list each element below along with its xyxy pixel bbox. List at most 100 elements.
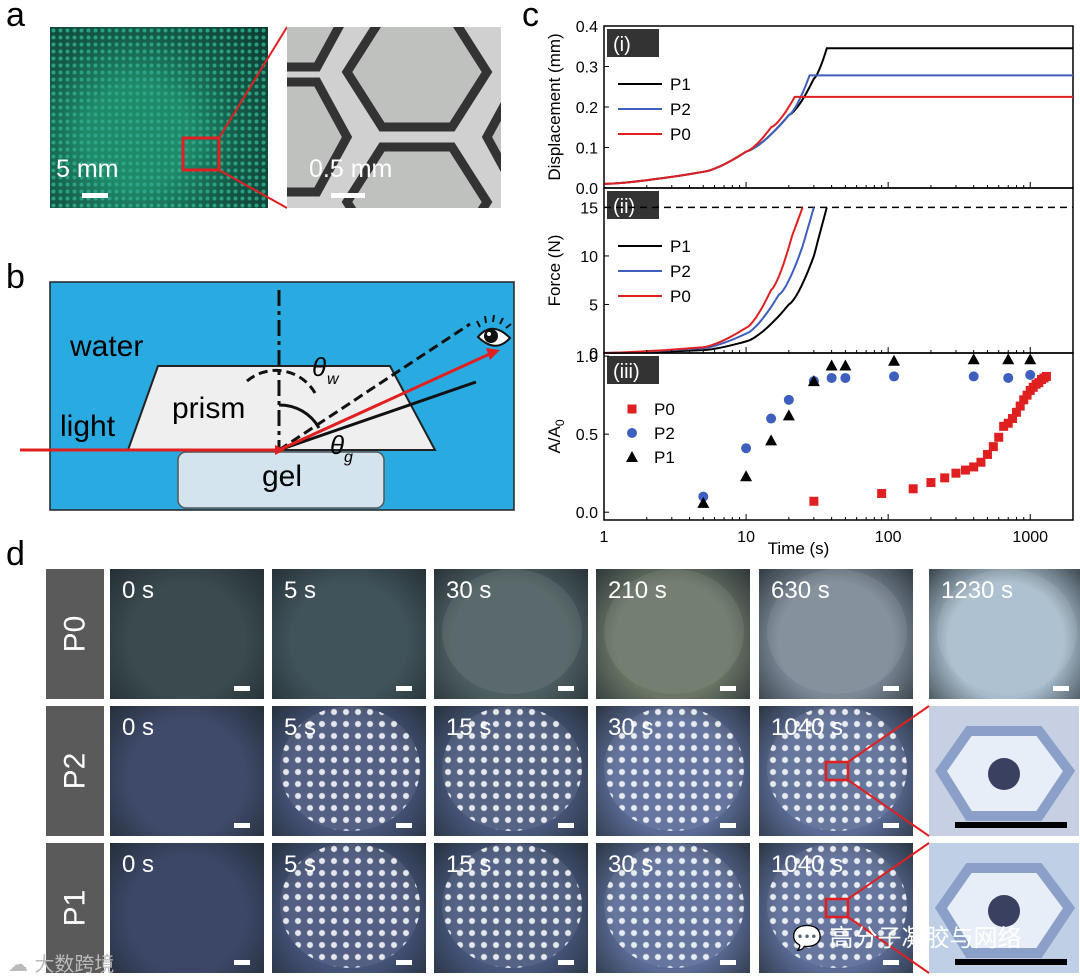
panel-c-charts: (i) 0.0 0.1 0.2 0.3 0.4 Displacement (mm) P1 P2 P… [545,19,1074,558]
ytick-label: 0.2 [576,100,598,117]
hexagon-pattern [287,27,501,208]
theta-g-label: θ [330,430,344,460]
watermark-right: 💬 高分子凝胶与网络 [792,924,1022,952]
water-label: water [69,330,143,363]
contact-disc [604,706,744,831]
series-line-p2 [603,207,815,354]
time-label: 0 s [122,577,155,604]
ylabel-2: Force (N) [545,235,564,307]
panel-letter-a: a [6,0,25,34]
point-p0 [951,468,961,478]
scale-bar [396,686,412,691]
point-p2 [783,394,794,405]
time-label: 210 s [608,577,667,604]
scale-bar [396,823,412,828]
xtick-label: 100 [875,529,902,546]
contact-disc [442,569,582,694]
legend-label-p0: P0 [654,400,675,419]
reflected-ray [278,350,495,452]
panel-tag-bg-1 [607,29,659,57]
point-p1 [1024,353,1037,365]
scale-bar [720,823,736,828]
point-p0 [988,442,998,452]
micrograph-p1-2: 5 s [272,843,426,973]
point-p2 [889,371,900,382]
point-p1 [839,359,852,371]
micrograph-p0-4: 210 s [596,569,750,699]
theta-w-sub: w [327,371,340,388]
time-label: 1040 s [771,851,844,878]
micrograph-p1-5: 1040 s [759,843,913,973]
point-p0 [1015,401,1025,411]
zoom-inset-p1 [929,843,1079,973]
ylabel-1: Displacement (mm) [545,33,564,180]
micrograph-p2-2: 5 s [272,706,426,836]
ytick-label: 0 [589,346,598,363]
legend-label-p2: P2 [670,262,691,281]
prism-shape [126,365,437,451]
micrograph-p2-3: 15 s [434,706,588,836]
ytick-label: 0.0 [576,505,598,522]
micrograph-p1-4: 30 s [596,843,750,973]
watermark-left: ☁ 大数跨境 [8,952,115,976]
panel-tag-1: (i) [613,34,631,56]
point-p0 [1011,407,1021,417]
series-line-p0 [603,207,804,354]
panel-letter-d: d [6,535,25,573]
scale-bar [720,960,736,965]
point-p2 [826,372,837,383]
xtick-label: 1 [600,529,609,546]
panel-letter-b: b [6,258,25,296]
point-p0 [1007,414,1017,424]
panel-tag-3: (iii) [613,361,640,383]
ytick-label: 5 [589,297,598,314]
point-p0 [982,449,992,459]
eye-icon [476,314,512,347]
hexagon-micro-photo: 0.5 mm [287,27,501,208]
point-p0 [809,496,819,506]
ytick-label: 1.0 [576,349,598,366]
time-label: 5 s [284,851,317,878]
row-label-p2: P2 [46,706,104,836]
legend-marker-p1 [626,451,638,462]
scale-bar [883,686,899,691]
point-p1 [740,470,753,482]
row-label-p0: P0 [46,569,104,699]
time-label: 1040 s [771,714,844,741]
micrograph-p0-5: 630 s [759,569,913,699]
point-p2 [840,372,851,383]
contact-disc [604,843,744,968]
point-p2 [1003,372,1014,383]
zoom-inset-p2 [929,706,1079,836]
optical-setup-diagram: water prism light gel θ w θ g [20,281,515,511]
point-p0 [940,473,950,483]
legend-label-p1: P1 [654,448,675,467]
contact-disc [604,569,744,694]
panel-letter-c: c [522,0,539,34]
panel-tag-2: (ii) [613,196,635,218]
time-label: 15 s [446,714,492,741]
time-label: 15 s [446,851,492,878]
point-p0 [976,457,986,467]
scale-bar [558,960,574,965]
row-label-p1: P1 [46,843,104,973]
series-line-p0 [603,95,1073,185]
point-p0 [960,465,970,475]
scale-bar [883,960,899,965]
contact-disc [280,843,420,968]
time-label: 30 s [608,714,654,741]
point-p0 [908,484,918,494]
gel-ray [278,380,477,452]
point-p1 [888,354,901,366]
legend-label-p1: P1 [670,237,691,256]
contact-disc [442,706,582,831]
contact-disc [442,843,582,968]
point-p1 [782,409,795,421]
scale-bar [558,823,574,828]
scale-bar [234,960,250,965]
zoom-box [181,136,221,172]
point-p2 [698,491,709,502]
legend-marker-p0 [627,404,637,414]
point-p2 [1025,369,1036,380]
wechat-logo-icon: 💬 [792,924,830,952]
